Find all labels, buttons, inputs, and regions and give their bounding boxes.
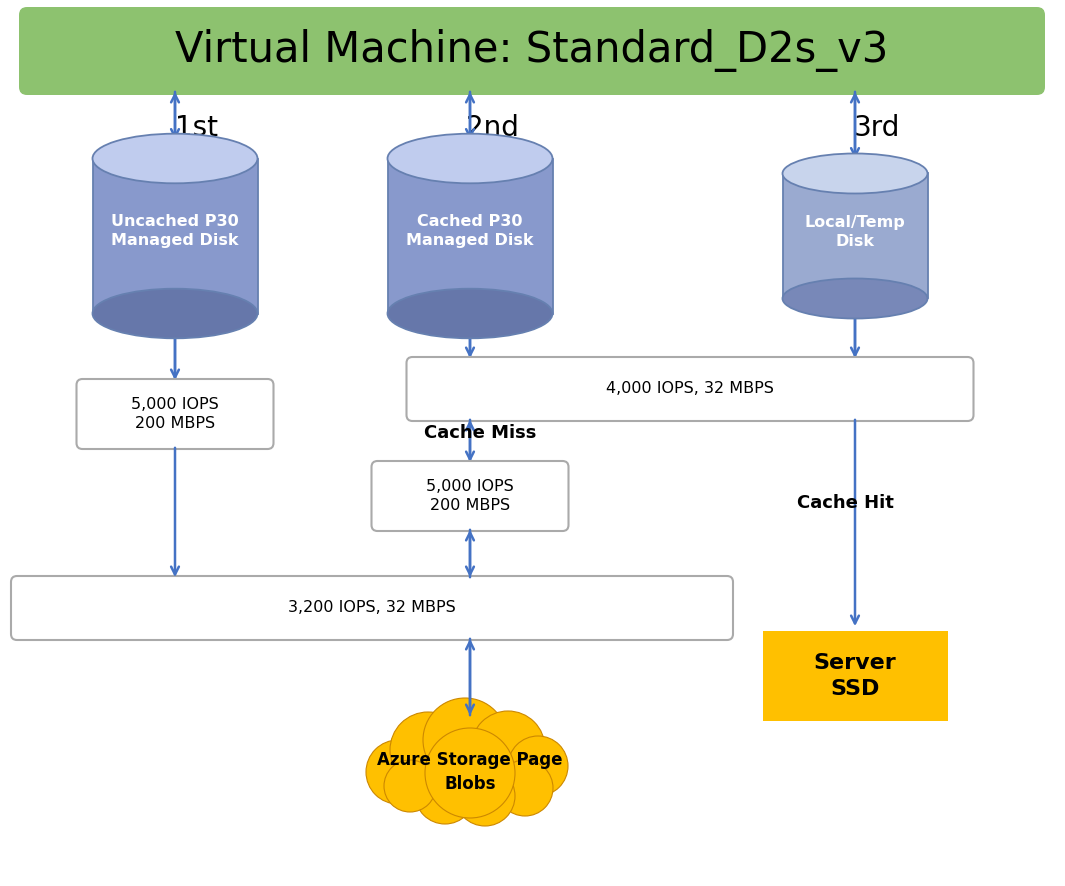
Text: 4,000 IOPS, 32 MBPS: 4,000 IOPS, 32 MBPS (606, 382, 774, 397)
Ellipse shape (388, 289, 553, 338)
Circle shape (425, 728, 515, 818)
Text: 5,000 IOPS
200 MBPS: 5,000 IOPS 200 MBPS (426, 478, 514, 513)
Circle shape (366, 740, 430, 804)
Circle shape (415, 764, 475, 824)
Ellipse shape (783, 153, 928, 193)
Text: Cache Miss: Cache Miss (424, 424, 536, 442)
Text: Virtual Machine: Standard_D2s_v3: Virtual Machine: Standard_D2s_v3 (176, 29, 888, 73)
FancyBboxPatch shape (19, 7, 1045, 95)
Bar (783, 174, 928, 299)
FancyBboxPatch shape (407, 357, 973, 421)
Bar (388, 159, 553, 314)
FancyBboxPatch shape (77, 379, 274, 449)
Circle shape (471, 711, 545, 785)
Ellipse shape (388, 134, 553, 183)
Text: Cache Hit: Cache Hit (797, 494, 894, 512)
Text: 1st: 1st (176, 114, 218, 142)
Text: 3rd: 3rd (854, 114, 900, 142)
Text: Cached P30
Managed Disk: Cached P30 Managed Disk (406, 214, 534, 248)
Bar (93, 159, 258, 314)
Text: Uncached P30
Managed Disk: Uncached P30 Managed Disk (111, 214, 239, 248)
Circle shape (497, 760, 553, 816)
Circle shape (423, 698, 507, 782)
Text: Azure Storage Page
Blobs: Azure Storage Page Blobs (377, 751, 562, 793)
Circle shape (508, 736, 568, 796)
Text: 5,000 IOPS
200 MBPS: 5,000 IOPS 200 MBPS (131, 397, 219, 431)
Ellipse shape (93, 134, 258, 183)
FancyBboxPatch shape (763, 631, 948, 721)
Text: 3,200 IOPS, 32 MBPS: 3,200 IOPS, 32 MBPS (289, 601, 456, 616)
Ellipse shape (783, 278, 928, 318)
Text: 2nd: 2nd (465, 114, 519, 142)
Circle shape (455, 766, 515, 826)
Text: Local/Temp
Disk: Local/Temp Disk (805, 214, 905, 249)
Circle shape (390, 712, 466, 788)
Ellipse shape (93, 289, 258, 338)
Text: Server
SSD: Server SSD (814, 653, 897, 699)
FancyBboxPatch shape (11, 576, 733, 640)
FancyBboxPatch shape (372, 461, 569, 531)
Circle shape (384, 760, 436, 812)
